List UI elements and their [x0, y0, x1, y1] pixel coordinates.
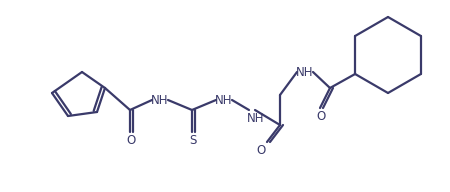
- Text: NH: NH: [247, 113, 265, 126]
- Text: NH: NH: [296, 65, 314, 79]
- Text: NH: NH: [215, 94, 233, 107]
- Text: O: O: [316, 111, 326, 123]
- Text: O: O: [126, 135, 135, 147]
- Text: NH: NH: [151, 94, 169, 107]
- Text: S: S: [189, 135, 197, 147]
- Text: O: O: [256, 145, 266, 157]
